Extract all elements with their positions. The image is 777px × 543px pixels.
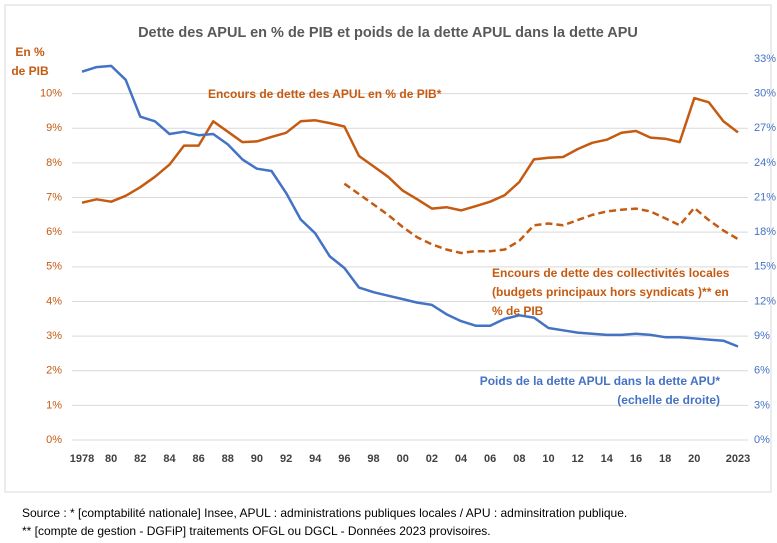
series-line: [81, 64, 739, 348]
x-tick-label: 98: [367, 453, 379, 465]
series-annotation: Encours de dette des collectivités local…: [492, 266, 730, 280]
x-tick-label: 82: [134, 453, 146, 465]
y2-tick-label: 30%: [754, 88, 776, 100]
x-tick-label: 84: [163, 453, 176, 465]
x-tick-label: 18: [659, 453, 671, 465]
y2-tick-label: 9%: [754, 330, 770, 342]
y-tick-label: 0%: [46, 434, 62, 446]
y-tick-label: 3%: [46, 330, 62, 342]
y2-tick-label: 27%: [754, 122, 776, 134]
x-tick-label: 16: [630, 453, 642, 465]
y-tick-label: 1%: [46, 399, 62, 411]
source-note: Source : * [comptabilité nationale] Inse…: [22, 506, 627, 520]
x-tick-label: 00: [397, 453, 409, 465]
x-tick-label: 90: [251, 453, 263, 465]
y-tick-label: 7%: [46, 191, 62, 203]
x-tick-label: 96: [338, 453, 350, 465]
y2-tick-label: 15%: [754, 261, 776, 273]
y2-tick-label: 33%: [754, 53, 776, 65]
series-annotation: Poids de la dette APUL dans la dette APU…: [480, 374, 721, 388]
chart-title: Dette des APUL en % de PIB et poids de l…: [138, 25, 638, 41]
series-line: [343, 182, 739, 255]
y2-tick-label: 21%: [754, 191, 776, 203]
series-annotation: (echelle de droite): [617, 393, 720, 407]
source-note: ** [compte de gestion - DGFiP] traitemen…: [22, 524, 491, 538]
x-tick-label: 88: [222, 453, 234, 465]
x-tick-label: 10: [542, 453, 554, 465]
x-tick-label: 02: [426, 453, 438, 465]
y-tick-label: 5%: [46, 261, 62, 273]
series-line: [81, 96, 739, 212]
y-tick-label: 4%: [46, 295, 62, 307]
y2-tick-label: 3%: [754, 399, 770, 411]
x-tick-label: 92: [280, 453, 292, 465]
x-tick-label: 04: [455, 453, 468, 465]
y-tick-label: 9%: [46, 122, 62, 134]
x-tick-label: 80: [105, 453, 117, 465]
x-tick-label: 20: [688, 453, 700, 465]
y-axis-label: En %: [15, 45, 45, 59]
y2-tick-label: 18%: [754, 226, 776, 238]
y2-tick-label: 12%: [754, 295, 776, 307]
chart-frame: [4, 4, 772, 493]
series-annotation: % de PIB: [492, 304, 544, 318]
y-tick-label: 2%: [46, 365, 62, 377]
x-tick-label: 2023: [726, 453, 750, 465]
y-axis-label: de PIB: [11, 64, 49, 78]
x-tick-label: 12: [572, 453, 584, 465]
x-tick-label: 14: [601, 453, 614, 465]
y-tick-label: 10%: [40, 88, 62, 100]
x-tick-label: 94: [309, 453, 322, 465]
x-tick-label: 86: [192, 453, 204, 465]
y2-tick-label: 24%: [754, 157, 776, 169]
y2-tick-label: 6%: [754, 365, 770, 377]
y-tick-label: 6%: [46, 226, 62, 238]
y2-tick-label: 0%: [754, 434, 770, 446]
x-tick-label: 06: [484, 453, 496, 465]
y-tick-label: 8%: [46, 157, 62, 169]
series-annotation: (budgets principaux hors syndicats )** e…: [492, 285, 729, 299]
x-tick-label: 08: [513, 453, 525, 465]
x-tick-label: 1978: [70, 453, 94, 465]
series-annotation: Encours de dette des APUL en % de PIB*: [208, 87, 442, 101]
